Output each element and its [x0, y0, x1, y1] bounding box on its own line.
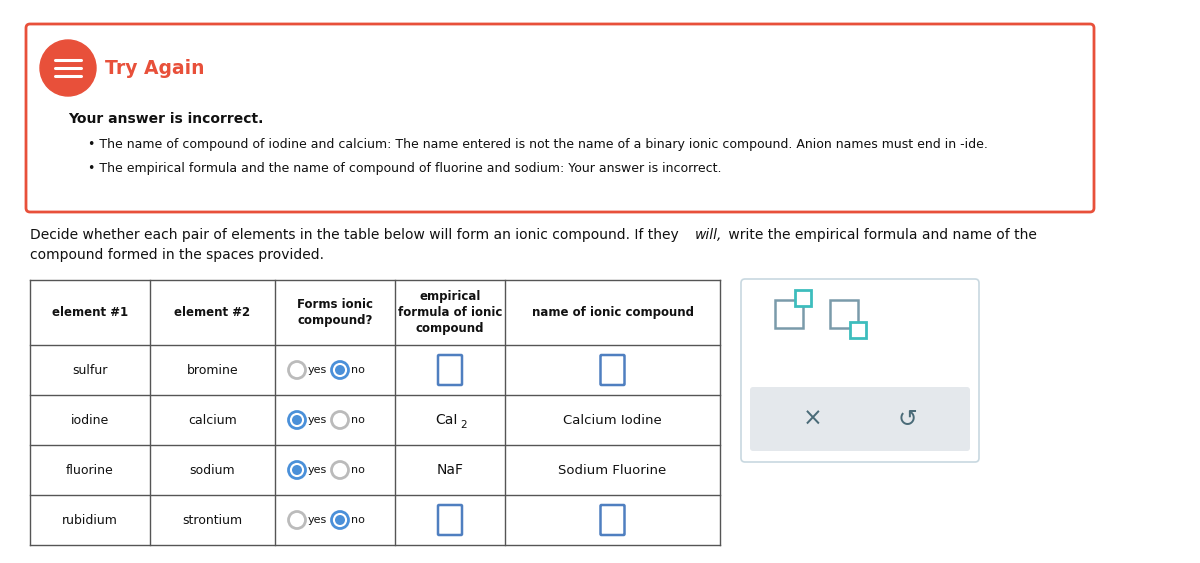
- FancyBboxPatch shape: [850, 322, 866, 338]
- FancyBboxPatch shape: [600, 505, 624, 535]
- Text: yes: yes: [308, 515, 328, 525]
- Text: Forms ionic
compound?: Forms ionic compound?: [298, 298, 373, 327]
- Circle shape: [40, 40, 96, 96]
- Text: Decide whether each pair of elements in the table below will form an ionic compo: Decide whether each pair of elements in …: [30, 228, 683, 242]
- Text: iodine: iodine: [71, 413, 109, 427]
- Text: • The empirical formula and the name of compound of fluorine and sodium: Your an: • The empirical formula and the name of …: [88, 162, 721, 175]
- Text: sulfur: sulfur: [72, 364, 108, 377]
- Text: rubidium: rubidium: [62, 513, 118, 526]
- Text: Calcium Iodine: Calcium Iodine: [563, 413, 662, 427]
- Text: ×: ×: [803, 407, 823, 431]
- Text: no: no: [352, 515, 365, 525]
- FancyBboxPatch shape: [438, 505, 462, 535]
- Text: name of ionic compound: name of ionic compound: [532, 306, 694, 319]
- Text: ↺: ↺: [898, 407, 917, 431]
- Text: Your answer is incorrect.: Your answer is incorrect.: [68, 112, 263, 126]
- Text: write the empirical formula and name of the: write the empirical formula and name of …: [724, 228, 1037, 242]
- FancyBboxPatch shape: [750, 387, 970, 451]
- Text: will,: will,: [695, 228, 722, 242]
- FancyBboxPatch shape: [600, 355, 624, 385]
- Text: element #2: element #2: [174, 306, 251, 319]
- Text: no: no: [352, 465, 365, 475]
- FancyBboxPatch shape: [26, 24, 1094, 212]
- Text: sodium: sodium: [190, 463, 235, 476]
- Text: no: no: [352, 415, 365, 425]
- Text: Try Again: Try Again: [106, 59, 204, 78]
- Circle shape: [292, 415, 302, 425]
- Text: calcium: calcium: [188, 413, 236, 427]
- FancyBboxPatch shape: [742, 279, 979, 462]
- Text: compound formed in the spaces provided.: compound formed in the spaces provided.: [30, 248, 324, 262]
- Text: NaF: NaF: [437, 463, 463, 477]
- Text: fluorine: fluorine: [66, 463, 114, 476]
- Text: Sodium Fluorine: Sodium Fluorine: [558, 463, 667, 476]
- Text: empirical
formula of ionic
compound: empirical formula of ionic compound: [398, 290, 502, 335]
- Text: yes: yes: [308, 465, 328, 475]
- Text: CaI: CaI: [434, 413, 457, 427]
- Text: yes: yes: [308, 415, 328, 425]
- Text: element #1: element #1: [52, 306, 128, 319]
- Text: 2: 2: [460, 420, 467, 430]
- Circle shape: [335, 515, 346, 525]
- Circle shape: [292, 465, 302, 475]
- Text: yes: yes: [308, 365, 328, 375]
- Text: • The name of compound of iodine and calcium: The name entered is not the name o: • The name of compound of iodine and cal…: [88, 138, 988, 151]
- Circle shape: [335, 365, 346, 375]
- FancyBboxPatch shape: [830, 300, 858, 328]
- FancyBboxPatch shape: [796, 290, 811, 306]
- Text: bromine: bromine: [187, 364, 239, 377]
- FancyBboxPatch shape: [438, 355, 462, 385]
- Text: no: no: [352, 365, 365, 375]
- Text: strontium: strontium: [182, 513, 242, 526]
- FancyBboxPatch shape: [775, 300, 803, 328]
